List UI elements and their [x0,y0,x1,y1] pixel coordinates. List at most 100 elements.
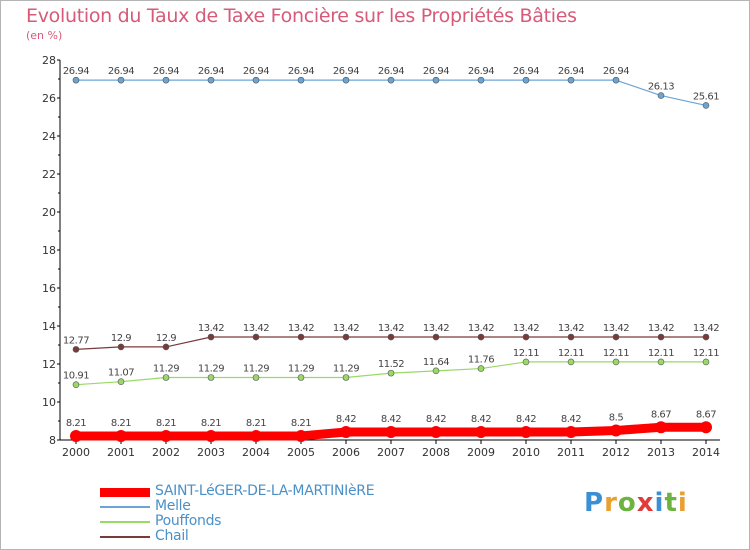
y-tick-label: 10 [42,396,56,409]
chart-title: Evolution du Taux de Taxe Foncière sur l… [26,5,577,27]
data-point [162,374,170,381]
data-label: 12.11 [558,348,584,359]
data-point [475,426,487,439]
data-label: 8.21 [291,418,311,429]
data-point [612,76,620,84]
y-axis-unit: (en %) [26,29,63,42]
data-label: 26.94 [468,66,494,77]
data-label: 12.77 [63,335,89,346]
x-tick-label: 2007 [377,446,405,459]
data-label: 12.11 [603,348,629,359]
data-label: 26.94 [423,66,449,77]
data-point [205,430,217,443]
data-point [117,378,125,385]
data-point [522,76,530,84]
data-point [432,333,440,341]
legend-label: Pouffonds [155,513,222,529]
data-point [117,76,125,84]
chart-plot: 8 10 12 14 16 18 20 22 24 26 28 2000 2001 2002 2003 200… [42,54,720,459]
x-tick-label: 2009 [467,446,495,459]
data-label: 13.42 [693,323,719,334]
data-point [207,374,215,381]
data-point [610,424,622,437]
data-point [657,92,665,99]
data-label: 8.42 [516,414,536,425]
data-point [700,421,712,434]
data-label: 26.94 [513,66,539,77]
data-point [567,333,575,341]
data-label: 8.42 [381,414,401,425]
data-point [252,333,260,341]
data-point [115,430,127,443]
data-point [162,76,170,84]
data-label: 13.42 [648,323,674,334]
data-label: 8.21 [246,418,266,429]
y-tick-label: 28 [42,54,56,67]
x-tick-label: 2002 [152,446,180,459]
data-label: 26.94 [378,66,404,77]
data-label: 11.29 [288,363,314,374]
data-point [477,333,485,341]
data-label: 13.42 [288,323,314,334]
data-label: 8.42 [426,414,446,425]
y-tick-label: 14 [42,320,56,333]
data-point [297,333,305,341]
data-label: 8.21 [111,418,131,429]
data-point [657,358,665,366]
data-label: 13.42 [468,323,494,334]
data-label: 12.11 [648,348,674,359]
data-label: 8.5 [609,413,624,424]
data-point [72,76,80,84]
x-tick-label: 2003 [197,446,225,459]
data-label: 11.76 [468,355,494,366]
data-point [295,430,307,443]
data-label: 10.91 [63,371,89,382]
legend-swatch [100,536,150,538]
data-label: 25.61 [693,91,719,102]
data-label: 11.29 [198,363,224,374]
x-tick-label: 2004 [242,446,270,459]
data-label: 12.11 [513,348,539,359]
x-tick-label: 2014 [692,446,720,459]
data-point [385,426,397,439]
data-point [252,374,260,381]
data-label: 11.29 [243,363,269,374]
data-label: 8.21 [201,418,221,429]
data-label: 26.94 [243,66,269,77]
data-label: 13.42 [378,323,404,334]
data-label: 8.67 [651,409,671,420]
data-label: 12.9 [111,333,131,344]
data-label: 11.64 [423,357,449,368]
y-tick-label: 12 [42,358,56,371]
data-point [702,102,710,109]
data-point [477,76,485,84]
data-label: 8.21 [66,418,86,429]
data-label: 13.42 [603,323,629,334]
data-point [297,374,305,381]
y-tick-label: 8 [49,434,56,447]
data-point [565,426,577,439]
data-point [657,333,665,341]
data-point [387,369,395,377]
data-point [567,358,575,366]
data-point [522,333,530,341]
data-point [655,421,667,434]
data-point [567,76,575,84]
data-label: 26.94 [558,66,584,77]
y-tick-label: 18 [42,244,56,257]
data-label: 12.11 [693,348,719,359]
data-point [297,76,305,84]
legend-swatch [100,488,150,497]
data-label: 11.29 [333,363,359,374]
data-point [162,343,170,351]
data-point [520,426,532,439]
data-point [72,346,80,353]
legend-swatch [100,506,150,508]
x-tick-label: 2010 [512,446,540,459]
data-label: 12.9 [156,333,176,344]
data-point [432,367,440,375]
x-tick-label: 2001 [107,446,135,459]
data-point [612,358,620,366]
legend-label: Melle [155,498,191,514]
series-line [75,79,707,107]
